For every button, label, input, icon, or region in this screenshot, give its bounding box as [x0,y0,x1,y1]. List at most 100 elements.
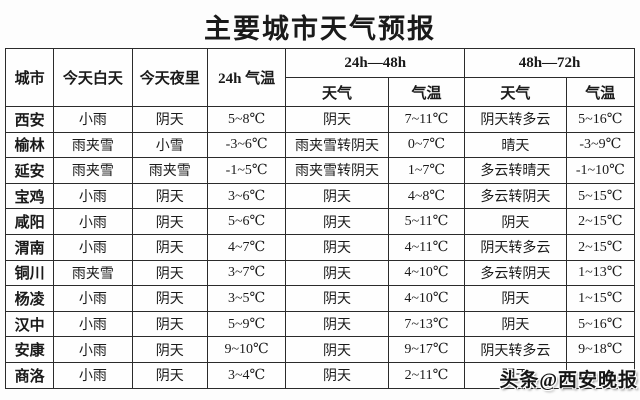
table-cell: 7~13℃ [387,310,466,338]
table-body: 西安 小雨 阴天 5~8℃ 阴天 7~11℃ 阴天转多云 5~16℃ 榆林 雨夹雪 小雪 -3~6℃ 雨… [4,106,636,389]
table-cell: 3~6℃ [206,182,287,210]
table-row: 商洛 小雨 阴天 3~4℃ 阴天 2~11℃ 阴天 [4,361,636,389]
city-cell: 宝鸡 [4,182,55,210]
header-row-subcolumns: 天气 气温 天气 气温 [6,77,636,107]
table-cell: 多云转晴天 [464,157,567,184]
table-cell: 阴天 [285,310,389,338]
table-cell: 阴天 [464,310,567,338]
table-cell: 小雨 [53,310,133,338]
table-row: 铜川 雨夹雪 阴天 3~7℃ 阴天 4~10℃ 多云转阴天 1~13℃ [4,259,636,287]
city-cell: 商洛 [4,361,55,389]
table-cell: 3~4℃ [206,361,287,389]
table-cell: 雨夹雪 [131,157,208,184]
table-cell: 小雨 [53,361,133,389]
table-cell: 1~15℃ [565,285,636,312]
table-cell: 7~11℃ [387,106,466,133]
table-cell: 阴天 [285,361,389,389]
table-header: 城市 今天白天 今天夜里 24h 气温 24h—48h 48h—72h 天气 气… [4,48,636,107]
toutiao-watermark: 头条@西安晚报 [499,370,638,391]
table-cell: 4~11℃ [387,233,466,261]
table-cell: 1~13℃ [565,259,636,287]
table-cell: 小雨 [53,285,133,312]
column-header-weather-48-72: 天气 [464,77,567,107]
table-row: 咸阳 小雨 阴天 5~6℃ 阴天 5~11℃ 阴天 2~15℃ [4,208,636,235]
table-cell: 雨夹雪 [53,259,133,287]
table-cell: 晴天 [464,131,567,159]
table-row: 杨凌 小雨 阴天 3~5℃ 阴天 4~10℃ 阴天 1~15℃ [4,285,636,312]
city-cell: 咸阳 [4,208,55,235]
table-cell: -1~5℃ [206,157,287,184]
header-row-groups: 城市 今天白天 今天夜里 24h 气温 24h—48h 48h—72h [4,48,635,107]
table-row: 宝鸡 小雨 阴天 3~6℃ 阴天 4~8℃ 多云转阴天 5~15℃ [4,182,636,210]
column-header-weather-24-48: 天气 [285,77,389,107]
table-cell: 雨夹雪转阴天 [285,131,389,159]
table-cell: 阴天转多云 [464,233,567,261]
table-cell: 9~10℃ [206,336,287,363]
table-cell: 1~7℃ [387,157,466,184]
table-cell: 阴天 [464,361,567,389]
column-header-24h-temp: 24h 气温 [206,48,287,107]
table-cell: 阴天 [131,208,208,235]
city-cell: 榆林 [4,131,55,159]
table-cell: 阴天 [131,361,208,389]
table-row: 安康 小雨 阴天 9~10℃ 阴天 9~17℃ 阴天转多云 9~18℃ [4,336,636,363]
table-cell: 小雨 [53,233,133,261]
table-cell: 2~15℃ [565,233,636,261]
page-title: 主要城市天气预报 [204,14,436,44]
table-cell: 雨夹雪转阴天 [285,157,389,184]
column-group-24h-48h: 24h—48h [285,48,466,78]
table-cell: 9~18℃ [565,336,636,363]
table-cell: 9~17℃ [387,336,466,363]
table-cell: 阴天 [131,336,208,363]
column-header-today-day: 今天白天 [53,48,133,107]
table-cell: 5~11℃ [387,208,466,235]
table-cell: 小雨 [53,208,133,235]
city-cell: 铜川 [4,259,55,287]
table-cell: 0~7℃ [387,131,466,159]
table-cell: 阴天 [131,233,208,261]
table-row: 西安 小雨 阴天 5~8℃ 阴天 7~11℃ 阴天转多云 5~16℃ [4,106,636,133]
table-cell: 多云转阴天 [464,182,567,210]
column-header-city: 城市 [4,48,55,107]
table-cell: 小雨 [53,336,133,363]
table-row: 榆林 雨夹雪 小雪 -3~6℃ 雨夹雪转阴天 0~7℃ 晴天 -3~9℃ [4,131,636,159]
column-group-48h-72h: 48h—72h [464,48,635,78]
city-cell: 安康 [4,336,55,363]
city-cell: 延安 [4,157,55,184]
table-cell: 5~8℃ [206,106,287,133]
table-cell: 4~10℃ [387,259,466,287]
table-cell: 小雪 [131,131,208,159]
table-cell: 小雨 [53,182,133,210]
city-cell: 渭南 [4,233,55,261]
table-cell: 阴天转多云 [464,336,567,363]
table-cell: -1~10℃ [565,157,636,184]
table-row: 汉中 小雨 阴天 5~9℃ 阴天 7~13℃ 阴天 5~16℃ [4,310,636,338]
table-cell: 3~5℃ [206,285,287,312]
column-header-temp-48-72: 气温 [565,77,636,107]
table-cell: 2~11℃ [387,361,466,389]
table-cell: 阴天 [131,259,208,287]
table-cell: 阴天转多云 [464,106,567,133]
city-cell: 西安 [4,106,55,133]
city-cell: 杨凌 [4,285,55,312]
table-cell: 阴天 [285,182,389,210]
table-cell: 5~6℃ [206,208,287,235]
table-cell: -3~9℃ [565,131,636,159]
table-cell: 雨夹雪 [53,131,133,159]
table-cell: 阴天 [285,285,389,312]
table-cell: 阴天 [285,233,389,261]
table-cell: 5~16℃ [565,310,636,338]
weather-table: 城市 今天白天 今天夜里 24h 气温 24h—48h 48h—72h 天气 气… [4,48,636,389]
table-cell: 雨夹雪 [53,157,133,184]
table-cell: 4~7℃ [206,233,287,261]
table-cell: -3~6℃ [206,131,287,159]
table-cell: 阴天 [285,106,389,133]
table-cell: 3~7℃ [206,259,287,287]
column-header-today-night: 今天夜里 [131,48,208,107]
table-cell: 阴天 [131,310,208,338]
table-cell: 小雨 [53,106,133,133]
table-cell: 阴天 [464,208,567,235]
table-cell: 5~16℃ [565,106,636,133]
table-cell: 2~15℃ [565,208,636,235]
